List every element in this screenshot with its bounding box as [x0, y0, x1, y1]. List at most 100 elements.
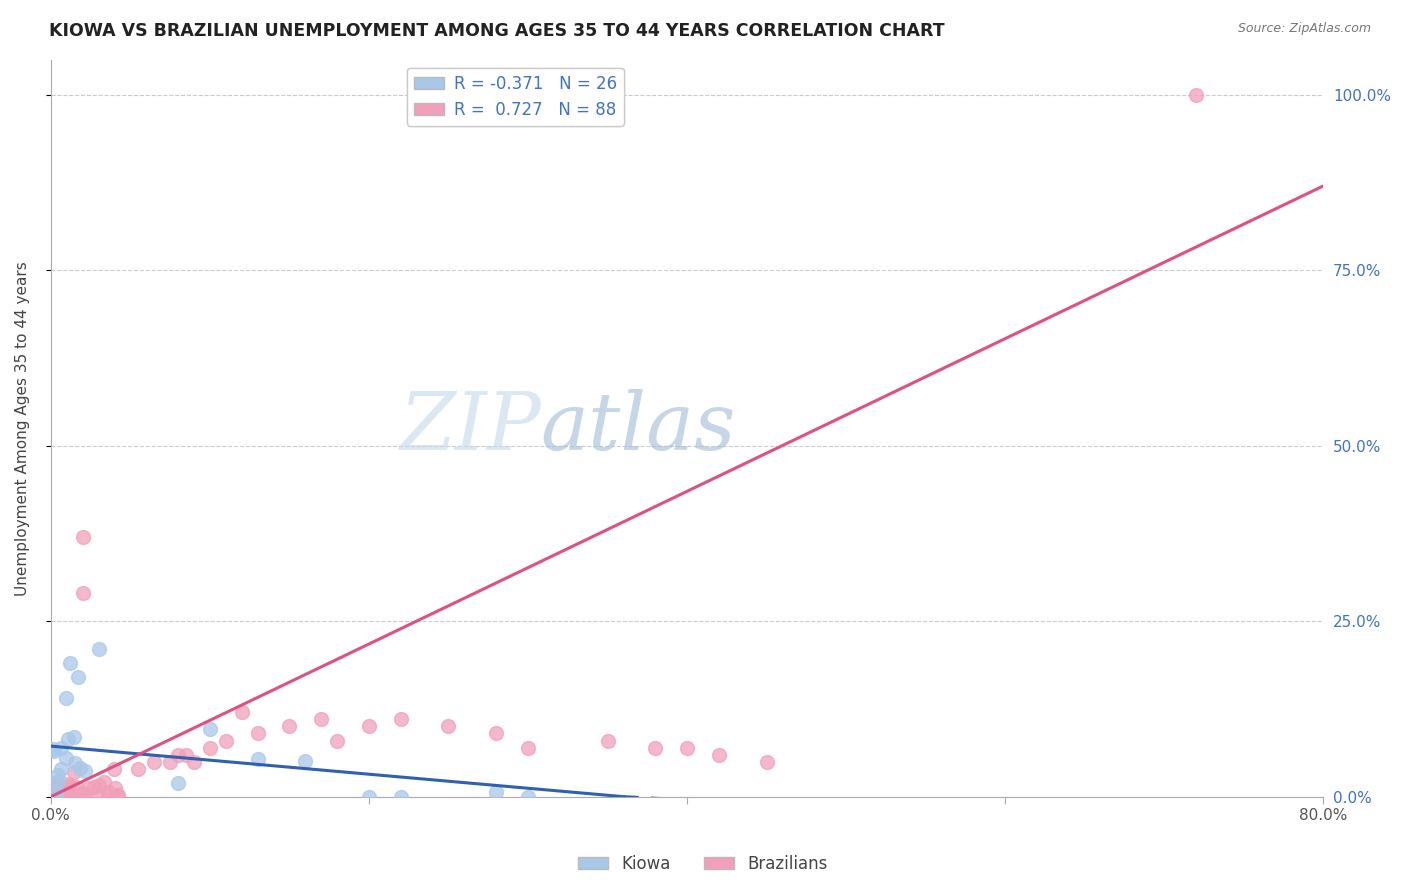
Point: [60, 788, 83, 802]
Point: [42, 784, 65, 798]
Point: [44, 782, 66, 797]
Point: [46, 787, 69, 801]
Point: [326, 733, 349, 747]
Point: [51, 789, 73, 803]
Point: [39, 781, 62, 796]
Point: [46, 785, 69, 799]
Point: [294, 754, 316, 768]
Point: [517, 789, 540, 804]
Point: [65, 780, 87, 794]
Point: [49, 762, 72, 776]
Point: [72, 586, 94, 600]
Point: [89, 778, 111, 792]
Point: [174, 747, 197, 762]
Point: [1185, 87, 1208, 102]
Point: [51, 788, 73, 802]
Point: [104, 781, 127, 796]
Point: [93, 774, 115, 789]
Point: [77, 780, 100, 795]
Point: [485, 784, 508, 798]
Point: [46, 783, 69, 797]
Text: ZIP: ZIP: [399, 390, 541, 467]
Point: [357, 789, 380, 804]
Point: [167, 776, 190, 790]
Point: [63, 756, 86, 771]
Point: [58, 784, 80, 798]
Point: [42, 789, 65, 804]
Point: [56, 777, 79, 791]
Point: [44, 782, 66, 797]
Point: [53, 789, 76, 804]
Point: [107, 788, 129, 802]
Point: [58, 789, 80, 804]
Point: [278, 719, 301, 733]
Point: [676, 740, 699, 755]
Point: [198, 740, 221, 755]
Point: [58, 779, 80, 793]
Point: [183, 755, 205, 769]
Point: [48, 768, 70, 782]
Point: [66, 670, 89, 684]
Point: [59, 657, 82, 671]
Point: [246, 752, 269, 766]
Point: [41, 777, 63, 791]
Point: [72, 786, 94, 800]
Point: [46, 781, 69, 796]
Point: [198, 722, 221, 736]
Point: [45, 776, 67, 790]
Point: [45, 789, 67, 804]
Point: [309, 713, 332, 727]
Point: [51, 787, 73, 801]
Point: [72, 530, 94, 544]
Point: [644, 740, 666, 755]
Point: [596, 733, 619, 747]
Point: [97, 785, 120, 799]
Point: [389, 713, 412, 727]
Point: [41, 781, 63, 796]
Point: [42, 788, 65, 802]
Point: [389, 789, 412, 804]
Point: [53, 784, 76, 798]
Point: [167, 747, 190, 762]
Point: [44, 789, 66, 804]
Point: [63, 765, 86, 780]
Point: [215, 733, 238, 747]
Point: [41, 742, 63, 756]
Point: [69, 788, 91, 802]
Point: [44, 782, 66, 797]
Point: [49, 787, 72, 801]
Point: [42, 744, 65, 758]
Point: [97, 788, 120, 802]
Point: [231, 706, 253, 720]
Point: [707, 747, 730, 762]
Point: [63, 730, 86, 744]
Point: [55, 691, 77, 706]
Point: [52, 784, 75, 798]
Point: [55, 751, 77, 765]
Point: [46, 774, 69, 789]
Point: [83, 780, 105, 795]
Legend: Kiowa, Brazilians: Kiowa, Brazilians: [571, 848, 835, 880]
Point: [755, 755, 778, 769]
Point: [87, 642, 110, 657]
Point: [246, 726, 269, 740]
Point: [41, 780, 63, 795]
Point: [485, 726, 508, 740]
Point: [41, 788, 63, 802]
Point: [58, 789, 80, 803]
Point: [42, 787, 65, 801]
Point: [46, 785, 69, 799]
Y-axis label: Unemployment Among Ages 35 to 44 years: Unemployment Among Ages 35 to 44 years: [15, 260, 30, 596]
Point: [53, 781, 76, 796]
Point: [159, 755, 181, 769]
Point: [46, 788, 69, 802]
Text: KIOWA VS BRAZILIAN UNEMPLOYMENT AMONG AGES 35 TO 44 YEARS CORRELATION CHART: KIOWA VS BRAZILIAN UNEMPLOYMENT AMONG AG…: [49, 22, 945, 40]
Point: [67, 789, 90, 803]
Point: [127, 762, 149, 776]
Point: [55, 788, 77, 802]
Point: [41, 789, 63, 803]
Point: [46, 789, 69, 803]
Point: [75, 764, 97, 779]
Point: [44, 780, 66, 794]
Legend: R = -0.371   N = 26, R =  0.727   N = 88: R = -0.371 N = 26, R = 0.727 N = 88: [408, 68, 623, 126]
